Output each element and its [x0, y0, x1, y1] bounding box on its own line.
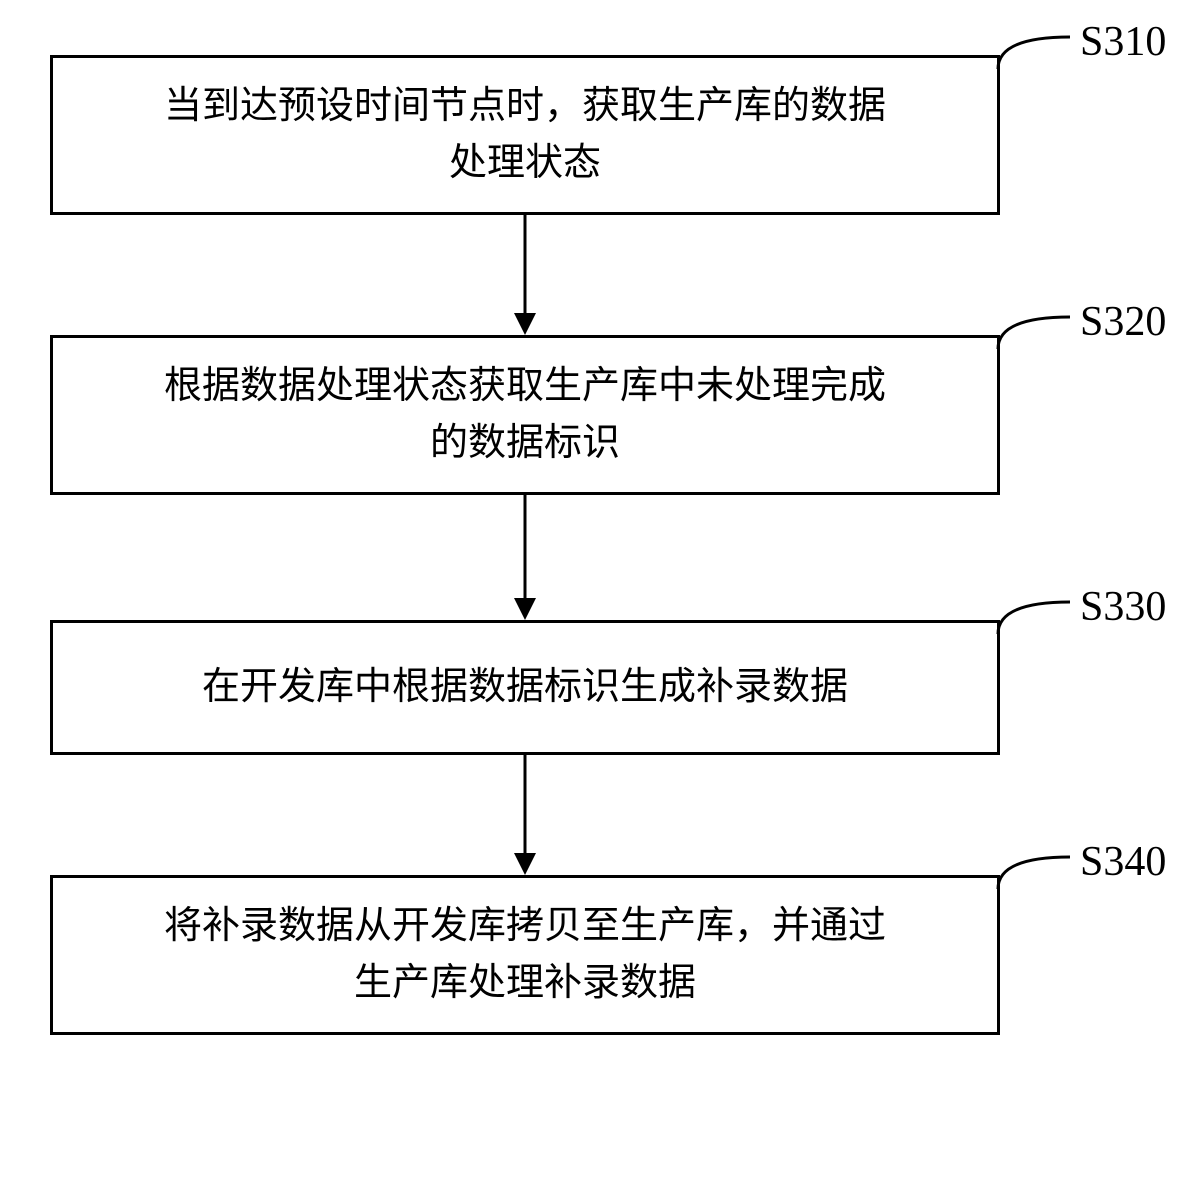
step-box-s310: 当到达预设时间节点时，获取生产库的数据 处理状态	[50, 55, 1000, 215]
step-text-s330: 在开发库中根据数据标识生成补录数据	[202, 659, 848, 716]
label-connector-s330	[995, 597, 1075, 637]
arrow-head-1	[514, 313, 536, 335]
arrow-line-2	[524, 495, 527, 600]
label-connector-s340	[995, 852, 1075, 892]
step-text-s340: 将补录数据从开发库拷贝至生产库，并通过 生产库处理补录数据	[164, 898, 886, 1012]
step-box-s340: 将补录数据从开发库拷贝至生产库，并通过 生产库处理补录数据	[50, 875, 1000, 1035]
step-label-s320: S320	[1080, 298, 1166, 346]
label-connector-s310	[995, 32, 1075, 72]
arrow-head-2	[514, 598, 536, 620]
step-text-s320: 根据数据处理状态获取生产库中未处理完成 的数据标识	[164, 358, 886, 472]
arrow-line-1	[524, 215, 527, 315]
step-label-s340: S340	[1080, 838, 1166, 886]
step-box-s330: 在开发库中根据数据标识生成补录数据	[50, 620, 1000, 755]
arrow-line-3	[524, 755, 527, 855]
step-box-s320: 根据数据处理状态获取生产库中未处理完成 的数据标识	[50, 335, 1000, 495]
step-label-s310: S310	[1080, 18, 1166, 66]
arrow-head-3	[514, 853, 536, 875]
label-connector-s320	[995, 312, 1075, 352]
step-text-s310: 当到达预设时间节点时，获取生产库的数据 处理状态	[164, 78, 886, 192]
step-label-s330: S330	[1080, 583, 1166, 631]
